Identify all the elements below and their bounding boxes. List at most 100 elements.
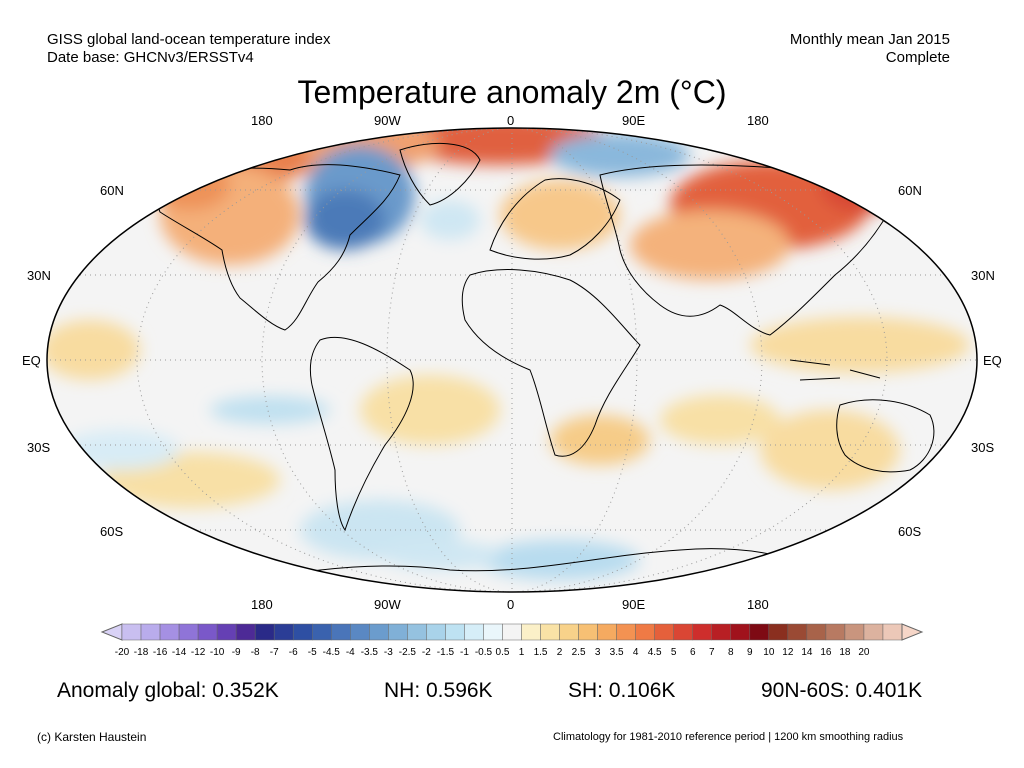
- colorbar-tick-label: 8: [728, 647, 734, 658]
- lat-label-right-30n: 30N: [971, 268, 995, 283]
- colorbar-tick-label: -1.5: [437, 647, 455, 658]
- colorbar-segment: [369, 623, 389, 641]
- lat-label-left-60n: 60N: [100, 183, 124, 198]
- colorbar-segment: [331, 623, 351, 641]
- colorbar-tick-label: -16: [153, 647, 168, 658]
- colorbar-segment: [254, 623, 275, 641]
- colorbar-segment: [559, 623, 579, 641]
- colorbar-tick-label: -3.5: [361, 647, 379, 658]
- stat-nh: NH: 0.596K: [384, 679, 493, 702]
- colorbar-segment: [235, 623, 256, 641]
- colorbar-segment: [311, 623, 332, 641]
- colorbar-tick-label: 14: [801, 647, 813, 658]
- colorbar-segment: [273, 623, 294, 641]
- stat-global: Anomaly global: 0.352K: [57, 679, 279, 702]
- lat-label-left-60s: 60S: [100, 524, 124, 539]
- colorbar-segment: [711, 623, 732, 641]
- lat-label-left-30n: 30N: [27, 268, 51, 283]
- colorbar-tick-label: -3: [384, 647, 393, 658]
- dataset-title: GISS global land-ocean temperature index: [47, 31, 331, 48]
- colorbar-segment: [844, 623, 865, 641]
- colorbar-tick-label: 12: [782, 647, 794, 658]
- lat-label-left-eq: EQ: [22, 353, 41, 368]
- warm-west-pacific: [750, 317, 970, 373]
- lon-label-top-2: 90W: [374, 113, 401, 128]
- colorbar-tick-label: -2: [422, 647, 431, 658]
- antarctica-coast: [229, 548, 821, 586]
- colorbar-tick-labels: -20 -18 -16 -14 -12 -10 -9 -8 -7 -6 -5 -4.5 -4 -3.5 -3…: [115, 647, 870, 658]
- map-title: Temperature anomaly 2m (°C): [297, 74, 727, 110]
- colorbar-tick-label: 2.5: [572, 647, 586, 658]
- colorbar-segment: [730, 623, 751, 641]
- colorbar-tick-label: 18: [839, 647, 851, 658]
- colorbar-tick-label: -10: [210, 647, 225, 658]
- colorbar-tick-label: 20: [858, 647, 870, 658]
- south-america-coast: [309, 336, 414, 532]
- colorbar-segment: [388, 623, 408, 641]
- lat-label-right-60s: 60S: [898, 524, 922, 539]
- lon-label-top-5: 180: [747, 113, 769, 128]
- lat-label-right-30s: 30S: [971, 440, 995, 455]
- colorbar-segment: [426, 623, 446, 641]
- colorbar-segment: [540, 623, 560, 641]
- lon-label-bottom-4: 90E: [622, 597, 646, 612]
- europe-coast: [489, 178, 621, 260]
- colorbar-tick-label: -18: [134, 647, 149, 658]
- reference-note: Climatology for 1981-2010 reference peri…: [553, 731, 904, 743]
- colorbar-tick-label: -14: [172, 647, 187, 658]
- colorbar-segment: [635, 623, 655, 641]
- colorbar-tick-label: 0.5: [496, 647, 510, 658]
- colorbar-tick-label: -0.5: [475, 647, 493, 658]
- colorbar-tick-label: -4: [346, 647, 355, 658]
- colorbar-segment: [292, 623, 313, 641]
- colorbar-segment: [502, 623, 522, 641]
- dataset-base: Date base: GHCNv3/ERSSTv4: [47, 49, 254, 66]
- africa-coast: [461, 269, 641, 457]
- colorbar-tick-label: 16: [820, 647, 832, 658]
- colorbar-segment: [350, 623, 370, 641]
- australia-coast: [836, 399, 935, 473]
- colorbar-segment: [407, 623, 427, 641]
- colorbar-segment: [825, 623, 846, 641]
- map-border: [46, 127, 978, 593]
- colorbar-tick-label: 7: [709, 647, 715, 658]
- colorbar-segment: [673, 623, 693, 641]
- warm-europe: [500, 180, 620, 250]
- colorbar-segment: [445, 623, 465, 641]
- lat-label-right-eq: EQ: [983, 353, 1002, 368]
- stat-sh: SH: 0.106K: [568, 679, 676, 702]
- lat-label-left-30s: 30S: [27, 440, 51, 455]
- colorbar-segment: [216, 623, 237, 641]
- colorbar-segment: [521, 623, 541, 641]
- lon-label-top-4: 90E: [622, 113, 646, 128]
- lon-label-bottom-3: 0: [507, 597, 515, 612]
- completeness-label: Complete: [885, 49, 950, 66]
- colorbar-segment: [654, 623, 674, 641]
- colorbar-tick-label: 4: [633, 647, 639, 658]
- colorbar-segment: [597, 623, 617, 641]
- cool-antarctic-ocean: [480, 540, 640, 580]
- colorbar-segment: [692, 623, 713, 641]
- colorbar-segment: [616, 623, 636, 641]
- cold-nw-siberia: [550, 133, 690, 177]
- colorbar-segment: [159, 623, 180, 641]
- lon-label-bottom-2: 90W: [374, 597, 401, 612]
- colorbar-tick-label: 5: [671, 647, 677, 658]
- colorbar-segment: [197, 623, 218, 641]
- colorbar-segment: [806, 623, 827, 641]
- colorbar-tick-label: -8: [251, 647, 260, 658]
- lon-label-bottom-1: 180: [251, 597, 273, 612]
- lon-label-top-1: 180: [251, 113, 273, 128]
- colorbar-tick-label: -2.5: [399, 647, 417, 658]
- dataset-info: GISS global land-ocean temperature index…: [47, 31, 331, 67]
- colorbar-tick-label: 1: [519, 647, 525, 658]
- greenland-coast: [399, 142, 481, 206]
- colorbar-tick-label: -20: [115, 647, 130, 658]
- north-america-coast: [149, 164, 401, 331]
- colorbar-segment: [863, 623, 884, 641]
- colorbar-tick-label: 6: [690, 647, 696, 658]
- lon-label-bottom-5: 180: [747, 597, 769, 612]
- colorbar-segment: [882, 623, 903, 641]
- colorbar-segments: [100, 623, 924, 641]
